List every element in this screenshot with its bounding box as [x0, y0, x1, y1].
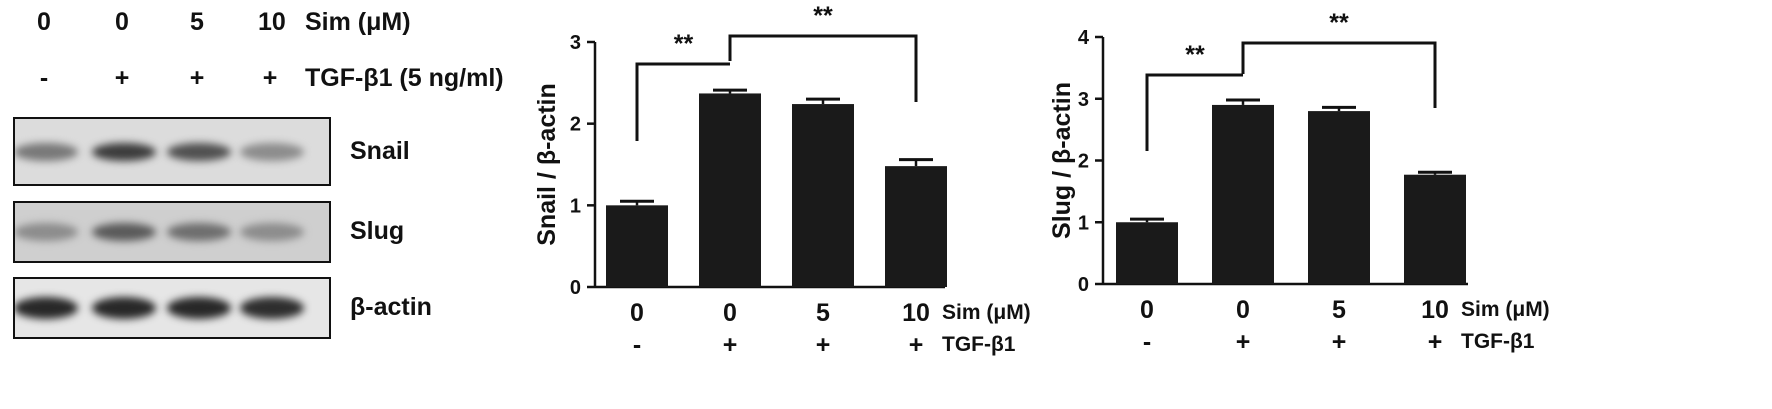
x-tgf-label: + — [816, 331, 831, 359]
bar — [699, 93, 761, 287]
blot-band — [15, 297, 78, 319]
bar — [885, 166, 947, 287]
y-tick-label: 4 — [1078, 27, 1090, 49]
x-sim-label: 0 — [1236, 296, 1250, 324]
significance-label: ** — [674, 30, 694, 58]
significance-label: ** — [1329, 9, 1349, 37]
lane-tgf-label: + — [189, 64, 205, 92]
blot-band — [240, 142, 304, 161]
blot-band — [167, 223, 231, 241]
blot-band — [15, 142, 78, 161]
lane-tgf-label: + — [262, 64, 278, 92]
lane-sim-label: 0 — [37, 8, 51, 36]
bar — [1212, 104, 1274, 284]
x-tgf-label: + — [723, 331, 738, 359]
y-tick-label: 0 — [570, 277, 581, 299]
tgf-header: TGF-β1 (5 ng/ml) — [305, 64, 504, 92]
y-axis-label: Slug / β-actin — [1048, 82, 1076, 239]
x-tgf-label: + — [1332, 328, 1347, 356]
blot-band — [167, 142, 231, 161]
lane-sim-label: 5 — [190, 8, 204, 36]
snail-bar-chart: 0 1 2 3 Snail / β-actin 0 0 5 10 - + + + Sim (μM) TGF-… — [533, 2, 1031, 359]
y-tick-label: 1 — [1078, 212, 1089, 234]
x-sim-label: 10 — [1421, 296, 1449, 324]
significance-bracket — [635, 62, 730, 141]
sim-header: Sim (μM) — [305, 8, 411, 36]
blot-band — [92, 297, 156, 319]
blot-row-label: Snail — [350, 136, 410, 165]
y-tick-label: 0 — [1078, 274, 1089, 296]
slug-bar-chart: 0 1 2 3 4 Slug / β-actin 0 0 5 10 - + + + Sim (μM) TGF-… — [1048, 9, 1550, 356]
blot-row-label: β-actin — [350, 293, 432, 321]
y-axis-label: Snail / β-actin — [533, 83, 561, 246]
bar — [606, 205, 668, 287]
bar — [1308, 111, 1370, 284]
significance-bracket — [728, 34, 918, 102]
western-blot-panel: 0 - 0 +5 +10 + Sim (μM) TGF-β1 (5 ng/ml) Snail S… — [0, 0, 560, 409]
blot-band — [92, 142, 156, 161]
significance-label: ** — [813, 2, 833, 30]
y-tick-label: 2 — [1078, 151, 1089, 173]
blot-row-label: Slug — [350, 217, 405, 245]
blot-strip — [13, 201, 331, 263]
blot-band — [240, 223, 304, 241]
x-sim-label: 10 — [902, 299, 930, 327]
y-tick-label: 2 — [570, 114, 581, 136]
y-tick-label: 3 — [570, 32, 581, 54]
significance-bracket — [1241, 41, 1437, 108]
x-tgf-label: + — [1236, 328, 1251, 356]
lane-sim-label: 0 — [115, 8, 129, 36]
x-tgf-label: + — [909, 331, 924, 359]
bar — [1404, 174, 1466, 284]
lane-tgf-label: + — [114, 64, 130, 92]
x-tgf-label: - — [633, 331, 641, 359]
significance-bracket — [1145, 73, 1243, 151]
x-sim-row-label: Sim (μM) — [942, 301, 1031, 324]
x-sim-label: 0 — [723, 299, 737, 327]
blot-band — [167, 297, 231, 319]
x-tgf-label: - — [1143, 328, 1151, 356]
bar — [792, 104, 854, 287]
blot-strip — [13, 277, 331, 339]
x-sim-label: 5 — [1332, 296, 1346, 324]
x-sim-row-label: Sim (μM) — [1461, 298, 1550, 321]
lane-sim-label: 10 — [258, 8, 286, 36]
y-tick-label: 3 — [1078, 89, 1089, 111]
blot-band — [92, 223, 156, 241]
x-sim-label: 0 — [630, 299, 644, 327]
significance-label: ** — [1185, 41, 1205, 69]
x-sim-label: 0 — [1140, 296, 1154, 324]
lane-tgf-label: - — [39, 64, 49, 92]
blot-band — [15, 223, 78, 241]
x-tgf-row-label: TGF-β1 — [1461, 330, 1535, 353]
blot-strip — [13, 117, 331, 186]
bar — [1116, 222, 1178, 284]
x-tgf-label: + — [1428, 328, 1443, 356]
blot-band — [240, 297, 304, 319]
x-sim-label: 5 — [816, 299, 830, 327]
x-tgf-row-label: TGF-β1 — [942, 333, 1016, 356]
y-tick-label: 1 — [570, 195, 581, 217]
